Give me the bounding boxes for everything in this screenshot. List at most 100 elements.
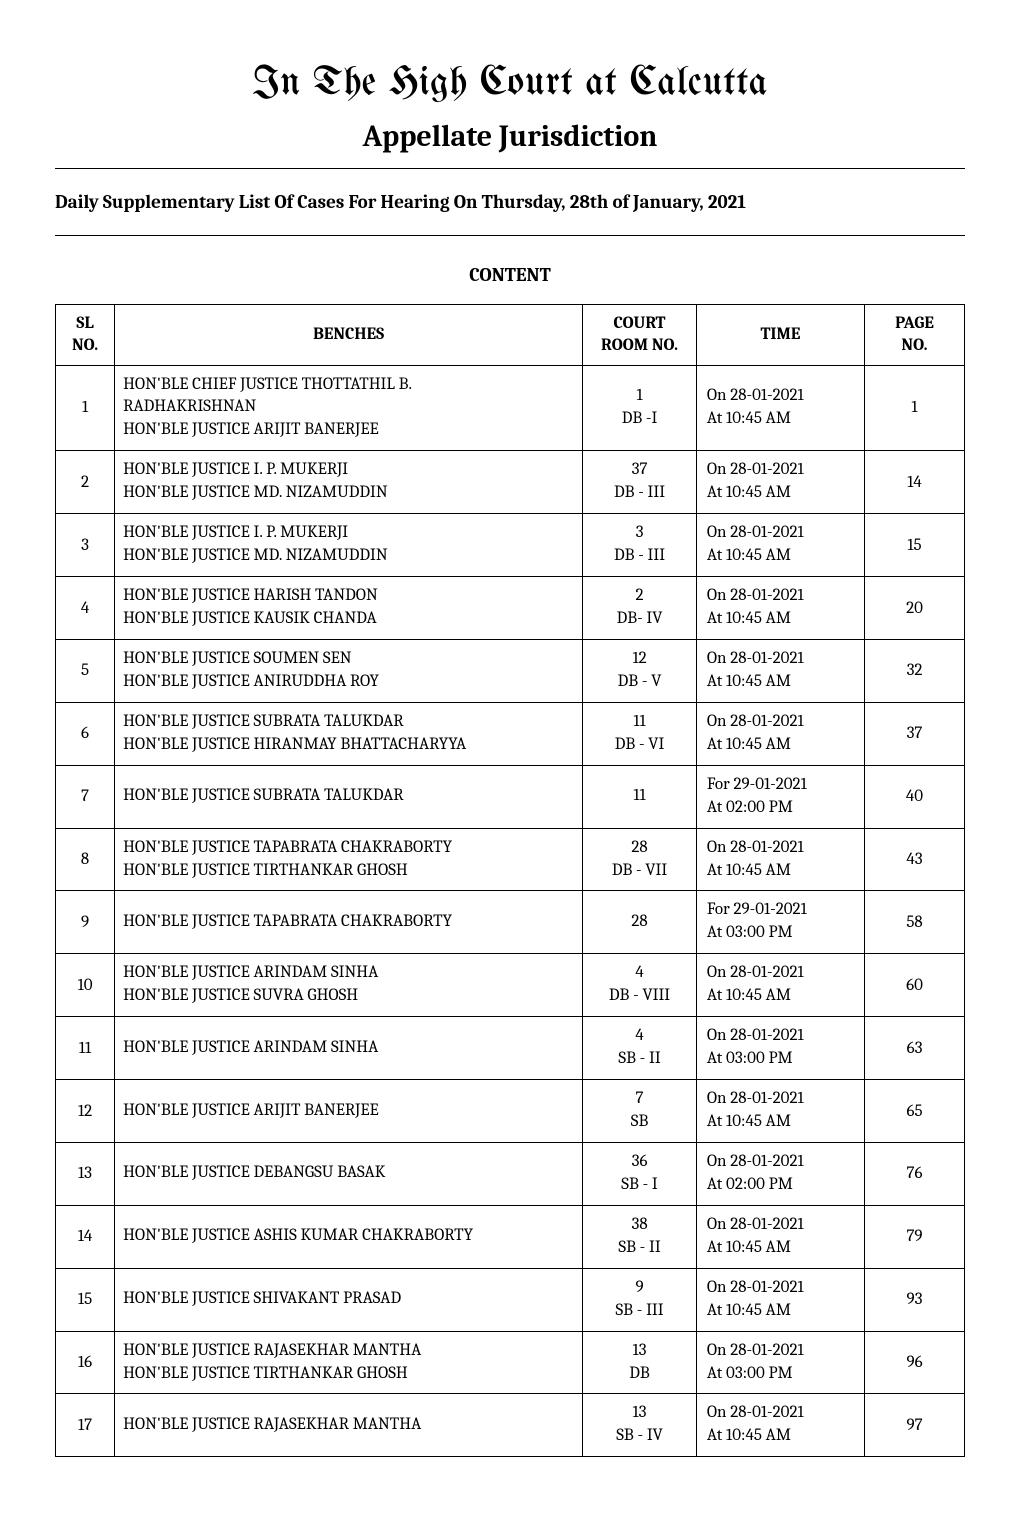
cell-sl: 16 xyxy=(56,1331,115,1394)
bench-line: HON'BLE JUSTICE ANIRUDDHA ROY xyxy=(123,671,574,694)
cell-time: On 28-01-2021At 03:00 PM xyxy=(696,1017,864,1080)
time-line: At 10:45 AM xyxy=(707,1300,858,1323)
time-line: On 28-01-2021 xyxy=(707,1151,858,1174)
cell-room: 36SB - I xyxy=(583,1142,697,1205)
col-header-benches: BENCHES xyxy=(115,305,583,366)
room-line: SB - II xyxy=(587,1237,692,1260)
bench-line: HON'BLE JUSTICE ARIJIT BANERJEE xyxy=(123,1100,574,1123)
room-line: DB - III xyxy=(587,482,692,505)
cell-benches: HON'BLE JUSTICE TAPABRATA CHAKRABORTY xyxy=(115,891,583,954)
bench-line: HON'BLE JUSTICE DEBANGSU BASAK xyxy=(123,1162,574,1185)
cell-benches: HON'BLE JUSTICE RAJASEKHAR MANTHA xyxy=(115,1394,583,1457)
time-line: On 28-01-2021 xyxy=(707,837,858,860)
bench-line: HON'BLE JUSTICE SOUMEN SEN xyxy=(123,648,574,671)
cell-time: On 28-01-2021At 10:45 AM xyxy=(696,828,864,891)
time-line: On 28-01-2021 xyxy=(707,648,858,671)
bench-line: HON'BLE JUSTICE HARISH TANDON xyxy=(123,585,574,608)
time-line: On 28-01-2021 xyxy=(707,1340,858,1363)
cell-sl: 11 xyxy=(56,1017,115,1080)
cell-page: 32 xyxy=(865,639,965,702)
cell-page: 97 xyxy=(865,1394,965,1457)
table-header-row: SL NO. BENCHES COURT ROOM NO. TIME PAGE … xyxy=(56,305,965,366)
bench-line: HON'BLE JUSTICE ARINDAM SINHA xyxy=(123,962,574,985)
time-line: At 02:00 PM xyxy=(707,797,858,820)
room-line: 1 xyxy=(587,385,692,408)
cell-room: 11 xyxy=(583,765,697,828)
cell-room: 3DB - III xyxy=(583,514,697,577)
cell-benches: HON'BLE JUSTICE SUBRATA TALUKDAR xyxy=(115,765,583,828)
cell-time: On 28-01-2021At 03:00 PM xyxy=(696,1331,864,1394)
cell-time: On 28-01-2021At 10:45 AM xyxy=(696,514,864,577)
time-line: At 10:45 AM xyxy=(707,545,858,568)
table-row: 10HON'BLE JUSTICE ARINDAM SINHAHON'BLE J… xyxy=(56,954,965,1017)
col-header-page: PAGE NO. xyxy=(865,305,965,366)
room-line: DB -I xyxy=(587,408,692,431)
room-line: SB xyxy=(587,1111,692,1134)
cell-room: 28DB - VII xyxy=(583,828,697,891)
room-line: SB - I xyxy=(587,1174,692,1197)
table-row: 15HON'BLE JUSTICE SHIVAKANT PRASAD9SB - … xyxy=(56,1268,965,1331)
cell-page: 14 xyxy=(865,451,965,514)
col-header-sl-l2: NO. xyxy=(62,335,108,357)
room-line: DB - V xyxy=(587,671,692,694)
bench-line: HON'BLE JUSTICE MD. NIZAMUDDIN xyxy=(123,545,574,568)
table-row: 3HON'BLE JUSTICE I. P. MUKERJIHON'BLE JU… xyxy=(56,514,965,577)
cell-page: 79 xyxy=(865,1205,965,1268)
table-row: 6HON'BLE JUSTICE SUBRATA TALUKDARHON'BLE… xyxy=(56,702,965,765)
cell-room: 13SB - IV xyxy=(583,1394,697,1457)
bench-line: HON'BLE JUSTICE ASHIS KUMAR CHAKRABORTY xyxy=(123,1225,574,1248)
col-header-room: COURT ROOM NO. xyxy=(583,305,697,366)
room-line: 36 xyxy=(587,1151,692,1174)
col-header-time: TIME xyxy=(696,305,864,366)
time-line: On 28-01-2021 xyxy=(707,1402,858,1425)
cell-time: On 28-01-2021At 10:45 AM xyxy=(696,954,864,1017)
bench-line: HON'BLE JUSTICE RAJASEKHAR MANTHA xyxy=(123,1414,574,1437)
room-line: 37 xyxy=(587,459,692,482)
court-title: In The High Court at Calcutta xyxy=(55,64,965,105)
cell-sl: 13 xyxy=(56,1142,115,1205)
bench-line: HON'BLE JUSTICE SUBRATA TALUKDAR xyxy=(123,785,574,808)
cell-time: For 29-01-2021At 03:00 PM xyxy=(696,891,864,954)
cell-time: On 28-01-2021At 10:45 AM xyxy=(696,365,864,451)
cell-room: 9SB - III xyxy=(583,1268,697,1331)
cell-benches: HON'BLE JUSTICE RAJASEKHAR MANTHAHON'BLE… xyxy=(115,1331,583,1394)
col-header-sl: SL NO. xyxy=(56,305,115,366)
cell-benches: HON'BLE JUSTICE SUBRATA TALUKDARHON'BLE … xyxy=(115,702,583,765)
cell-benches: HON'BLE CHIEF JUSTICE THOTTATHIL B.RADHA… xyxy=(115,365,583,451)
cell-page: 20 xyxy=(865,577,965,640)
cell-room: 12DB - V xyxy=(583,639,697,702)
cell-page: 60 xyxy=(865,954,965,1017)
divider-bottom xyxy=(55,235,965,236)
room-line: 3 xyxy=(587,522,692,545)
cell-page: 96 xyxy=(865,1331,965,1394)
cell-room: 38SB - II xyxy=(583,1205,697,1268)
bench-line: HON'BLE JUSTICE TIRTHANKAR GHOSH xyxy=(123,860,574,883)
room-line: 28 xyxy=(587,911,692,934)
bench-line: RADHAKRISHNAN xyxy=(123,396,574,419)
table-row: 4HON'BLE JUSTICE HARISH TANDONHON'BLE JU… xyxy=(56,577,965,640)
daily-supplementary-heading: Daily Supplementary List Of Cases For He… xyxy=(55,191,965,213)
cell-page: 63 xyxy=(865,1017,965,1080)
cell-sl: 5 xyxy=(56,639,115,702)
table-row: 14HON'BLE JUSTICE ASHIS KUMAR CHAKRABORT… xyxy=(56,1205,965,1268)
time-line: On 28-01-2021 xyxy=(707,585,858,608)
cell-sl: 4 xyxy=(56,577,115,640)
jurisdiction-heading: Appellate Jurisdiction xyxy=(55,119,965,154)
cell-sl: 12 xyxy=(56,1080,115,1143)
col-header-page-l2: NO. xyxy=(871,335,958,357)
room-line: 11 xyxy=(587,711,692,734)
table-row: 13 HON'BLE JUSTICE DEBANGSU BASAK 36SB - I… xyxy=(56,1142,965,1205)
cell-page: 40 xyxy=(865,765,965,828)
cell-room: 13DB xyxy=(583,1331,697,1394)
room-line: SB - IV xyxy=(587,1425,692,1448)
cell-benches: HON'BLE JUSTICE ARIJIT BANERJEE xyxy=(115,1080,583,1143)
page: In The High Court at Calcutta Appellate … xyxy=(0,0,1020,1517)
bench-line: HON'BLE JUSTICE RAJASEKHAR MANTHA xyxy=(123,1340,574,1363)
cell-time: On 28-01-2021At 10:45 AM xyxy=(696,702,864,765)
bench-line: HON'BLE JUSTICE MD. NIZAMUDDIN xyxy=(123,482,574,505)
col-header-page-l1: PAGE xyxy=(871,313,958,335)
bench-line: HON'BLE JUSTICE SUVRA GHOSH xyxy=(123,985,574,1008)
room-line: 11 xyxy=(587,785,692,808)
cell-benches: HON'BLE JUSTICE ASHIS KUMAR CHAKRABORTY xyxy=(115,1205,583,1268)
cell-benches: HON'BLE JUSTICE TAPABRATA CHAKRABORTYHON… xyxy=(115,828,583,891)
